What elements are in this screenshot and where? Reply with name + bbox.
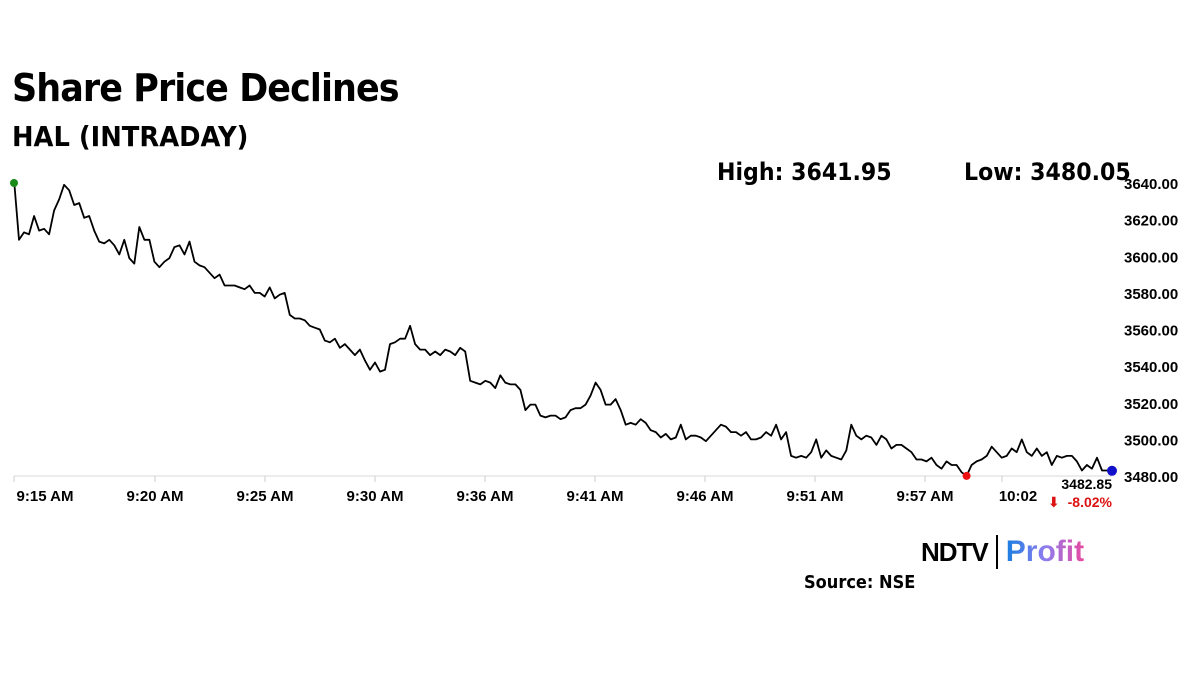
- x-tick-label: 9:30 AM: [347, 488, 404, 505]
- x-tick-label: 9:57 AM: [897, 488, 954, 505]
- price-series-line: [13, 179, 1113, 477]
- chart-subtitle: HAL (INTRADAY): [12, 120, 249, 153]
- x-tick-label: 9:20 AM: [127, 488, 184, 505]
- down-arrow-icon: ⬇: [1048, 495, 1060, 511]
- x-tick-label: 9:51 AM: [787, 488, 844, 505]
- x-tick-label: 9:25 AM: [237, 488, 294, 505]
- x-tick-label: 9:36 AM: [457, 488, 514, 505]
- low-point-marker: [962, 471, 971, 480]
- x-tick-label: 9:46 AM: [677, 488, 734, 505]
- chart-title: Share Price Declines: [12, 66, 400, 110]
- end-point-marker: [1107, 465, 1117, 476]
- y-tick-label: 3540.00: [1124, 359, 1178, 376]
- y-tick-label: 3520.00: [1124, 396, 1178, 413]
- y-tick-label: 3580.00: [1124, 286, 1178, 303]
- high-label: High: 3641.95: [717, 158, 892, 186]
- start-point-marker: [10, 179, 18, 187]
- y-tick-label: 3480.00: [1124, 469, 1178, 486]
- y-tick-label: 3640.00: [1124, 176, 1178, 193]
- low-label: Low: 3480.05: [964, 158, 1131, 186]
- x-tick-label: 9:41 AM: [567, 488, 624, 505]
- last-value-label: 3482.85: [1061, 476, 1112, 492]
- x-tick-label: 10:02: [999, 488, 1037, 505]
- logo-ndtv-text: NDTV: [921, 536, 989, 567]
- y-tick-label: 3500.00: [1124, 432, 1178, 449]
- y-tick-label: 3600.00: [1124, 249, 1178, 266]
- logo-profit-text: Profit: [1005, 535, 1085, 568]
- source-label: Source: NSE: [804, 572, 916, 593]
- y-tick-label: 3560.00: [1124, 323, 1178, 340]
- change-percent-label: -8.02%: [1068, 494, 1113, 510]
- y-tick-label: 3620.00: [1124, 213, 1178, 230]
- x-tick-label: 9:15 AM: [17, 488, 74, 505]
- logo-divider: [995, 535, 998, 569]
- ndtv-profit-logo: NDTV Profit: [921, 535, 1084, 569]
